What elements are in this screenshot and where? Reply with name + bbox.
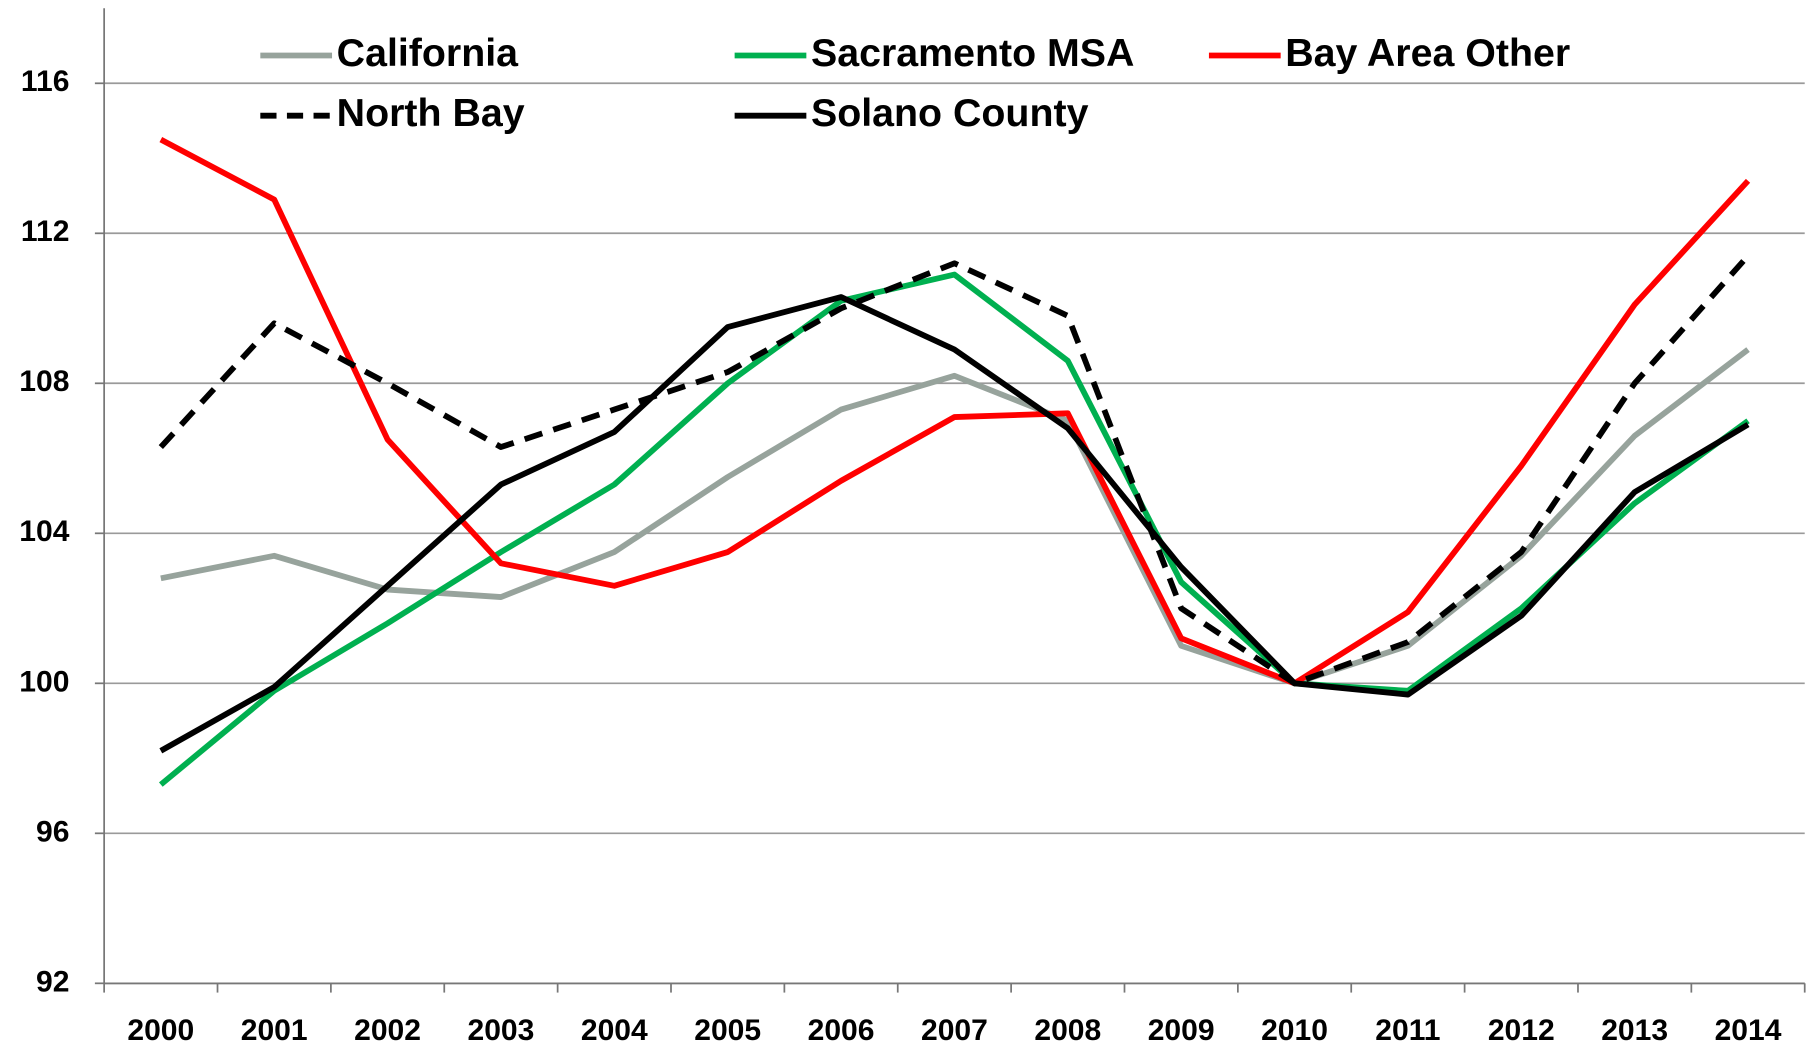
- x-tick-label: 2010: [1261, 1014, 1328, 1047]
- legend-label: California: [337, 31, 520, 75]
- line-series: [159, 136, 1751, 687]
- y-tick-label: 112: [21, 215, 70, 248]
- line-series: [160, 347, 1750, 687]
- x-tick-label: 2012: [1488, 1014, 1555, 1047]
- line-series: [158, 271, 1750, 787]
- legend-label: Bay Area Other: [1285, 31, 1570, 75]
- x-tick-label: 2014: [1715, 1014, 1782, 1047]
- x-tick-label: 2003: [467, 1014, 534, 1047]
- y-tick-label: 116: [21, 65, 70, 98]
- x-tick-label: 2001: [241, 1014, 308, 1047]
- y-tick-label: 104: [19, 515, 69, 548]
- legend-label: North Bay: [337, 91, 525, 135]
- x-tick-label: 2004: [581, 1014, 648, 1047]
- x-tick-label: 2009: [1148, 1014, 1215, 1047]
- x-tick-label: 2005: [694, 1014, 761, 1047]
- y-tick-label: 100: [19, 665, 69, 698]
- line-series: [159, 294, 1750, 754]
- line-series: [158, 253, 1751, 687]
- x-tick-label: 2006: [808, 1014, 875, 1047]
- x-tick-label: 2000: [127, 1014, 194, 1047]
- legend-label: Solano County: [811, 91, 1089, 135]
- y-tick-label: 92: [36, 965, 69, 998]
- y-tick-label: 96: [36, 815, 69, 848]
- x-tick-label: 2002: [354, 1014, 421, 1047]
- x-tick-label: 2011: [1375, 1014, 1440, 1047]
- x-tick-label: 2013: [1601, 1014, 1668, 1047]
- y-tick-label: 108: [19, 365, 69, 398]
- x-tick-label: 2008: [1034, 1014, 1101, 1047]
- x-tick-label: 2007: [921, 1014, 988, 1047]
- legend-label: Sacramento MSA: [811, 31, 1134, 75]
